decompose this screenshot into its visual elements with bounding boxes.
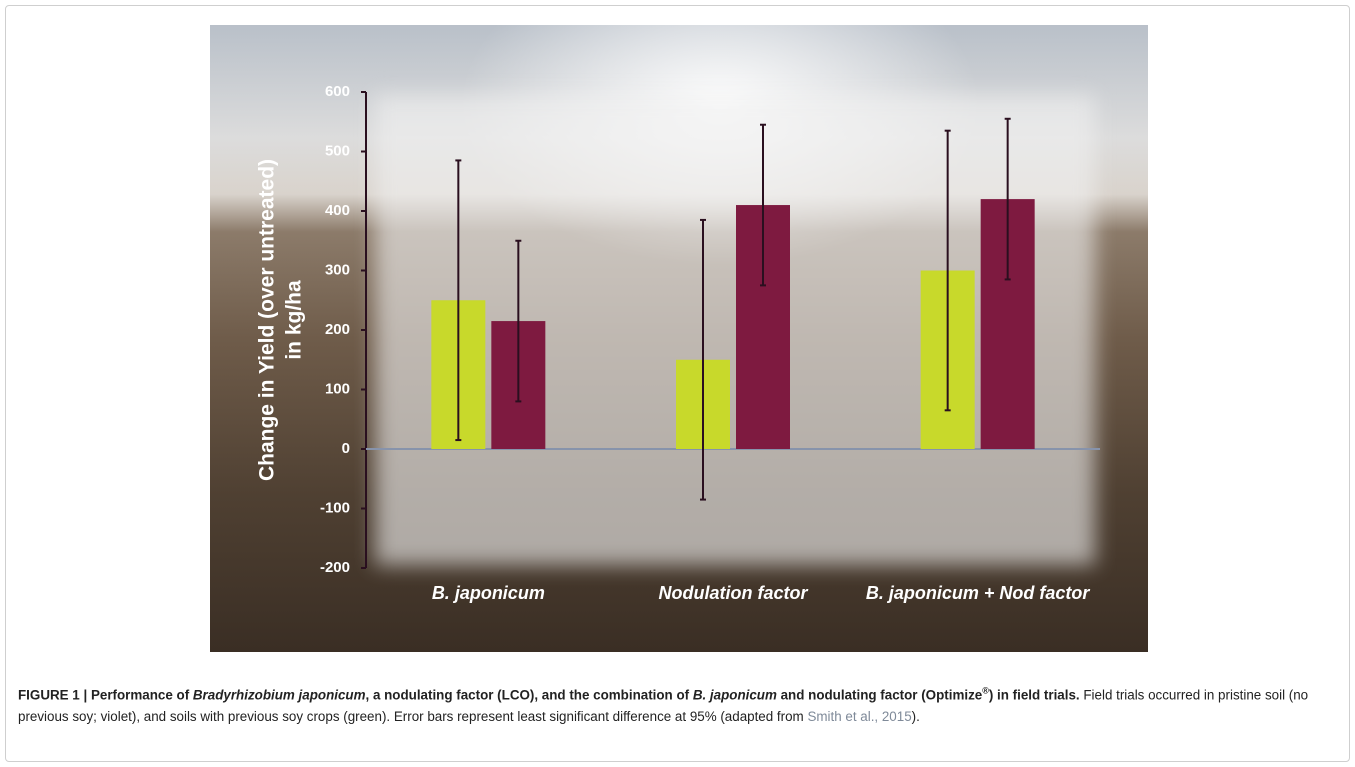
y-tick-label: -100 — [320, 499, 350, 516]
y-tick-label: 0 — [342, 440, 350, 457]
caption-text: Field trials occurred in pristine soil (… — [18, 687, 1309, 725]
y-tick-label: 600 — [325, 83, 350, 100]
caption-text: B. japonicum — [692, 687, 777, 703]
caption-text: ) in field trials. — [988, 687, 1080, 703]
y-axis-label: Change in Yield (over untreated) — [256, 159, 279, 481]
figure-caption: FIGURE 1 | Performance of Bradyrhizobium… — [18, 680, 1343, 728]
y-tick-label: 100 — [325, 380, 350, 397]
chart: Change in Yield (over untreated) in kg/h… — [256, 83, 1100, 576]
caption-text: , a nodulating factor (LCO), and the com… — [365, 687, 693, 703]
y-tick-label: 500 — [325, 142, 350, 159]
y-tick-label: -200 — [320, 559, 350, 576]
y-tick-label: 300 — [325, 261, 350, 278]
x-tick-label: Nodulation factor — [658, 583, 808, 603]
citation-link[interactable]: Smith et al., 2015 — [807, 709, 912, 725]
caption-text: ). — [911, 709, 920, 725]
caption-text: and nodulating factor (Optimize — [776, 687, 983, 703]
caption-text: ® — [982, 686, 989, 696]
y-tick-label: 400 — [325, 202, 350, 219]
x-tick-label: B. japonicum + Nod factor — [865, 583, 1090, 603]
caption-text: Bradyrhizobium japonicum — [192, 687, 366, 703]
x-tick-label: B. japonicum — [431, 583, 545, 603]
caption-text: FIGURE 1 | Performance of — [18, 687, 193, 703]
figure-frame — [5, 5, 1350, 762]
y-tick-label: 200 — [325, 321, 350, 338]
y-axis-label: in kg/ha — [283, 280, 306, 360]
